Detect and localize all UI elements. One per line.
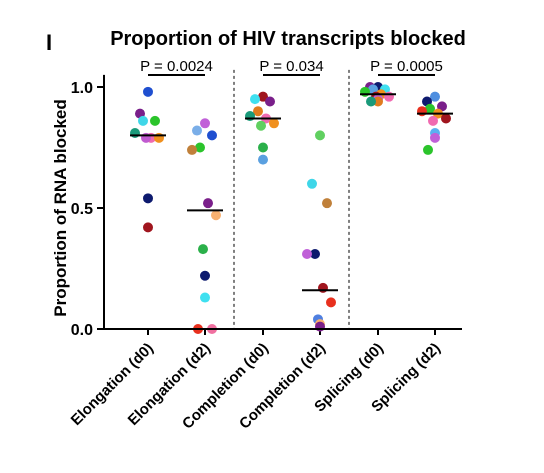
dot (322, 198, 332, 209)
dot (310, 248, 320, 259)
dot (417, 106, 427, 117)
dot (430, 91, 440, 102)
dot (360, 86, 370, 97)
chart-title: Proportion of HIV transcripts blocked (110, 28, 466, 50)
dot (192, 125, 202, 136)
dot (143, 193, 153, 204)
dot (423, 144, 433, 155)
dot (315, 321, 325, 332)
dot (269, 118, 279, 129)
p-value: P = 0.0024 (140, 58, 213, 75)
dot (315, 130, 325, 141)
y-tick-label: 0.5 (71, 201, 93, 218)
dot (150, 115, 160, 126)
dot (326, 297, 336, 308)
dot (307, 178, 317, 189)
dot (425, 103, 435, 114)
dot (138, 115, 148, 126)
dot (384, 91, 394, 102)
dot (258, 142, 268, 153)
dot (200, 118, 210, 129)
dot (258, 154, 268, 165)
y-tick-label: 1.0 (71, 80, 93, 97)
y-axis-label: Proportion of RNA blocked (51, 99, 70, 317)
dot (200, 270, 210, 281)
dot (154, 132, 164, 143)
dot (143, 222, 153, 233)
dot (195, 142, 205, 153)
dot (207, 130, 217, 141)
y-tick-label: 0.0 (71, 322, 93, 339)
dot (211, 210, 221, 221)
dot (373, 96, 383, 107)
dot (187, 144, 197, 155)
dot (441, 113, 451, 124)
dot (318, 282, 328, 293)
p-value: P = 0.0005 (370, 58, 443, 75)
dot (256, 120, 266, 131)
dot (203, 198, 213, 209)
p-value: P = 0.034 (259, 58, 323, 75)
dot (198, 244, 208, 255)
dot (245, 111, 255, 122)
dot (265, 96, 275, 107)
dot (428, 115, 438, 126)
dot (430, 132, 440, 143)
dot (200, 292, 210, 303)
dot (130, 127, 140, 138)
dot (253, 106, 263, 117)
dot (258, 91, 268, 102)
dot (250, 94, 260, 105)
dot (141, 132, 151, 143)
dot (302, 248, 312, 259)
panel-label: I (46, 30, 52, 55)
dot (143, 86, 153, 97)
dot (366, 96, 376, 107)
